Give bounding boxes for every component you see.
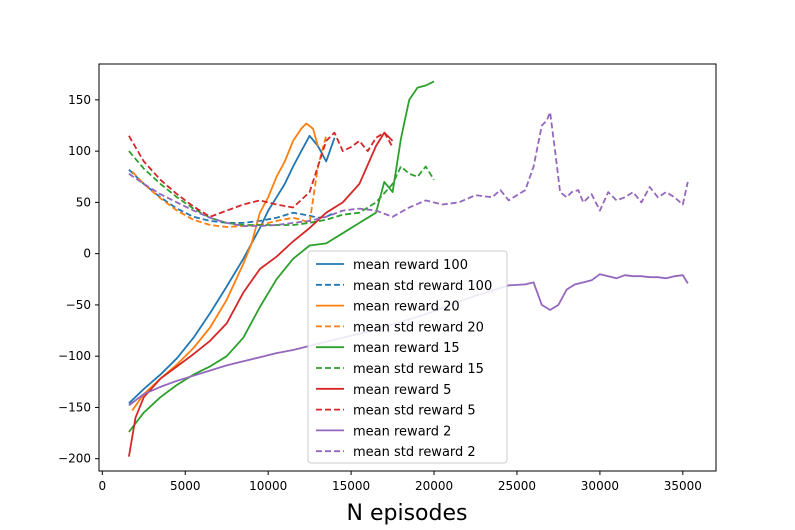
y-tick-label-6: 100	[68, 144, 91, 158]
series-line-1	[128, 168, 335, 224]
legend-label-6: mean reward 5	[353, 383, 451, 398]
x-tick-label-1: 5000	[170, 479, 201, 493]
series-line-2	[131, 122, 319, 412]
legend-label-0: mean reward 100	[353, 258, 468, 273]
legend-label-5: mean std reward 15	[353, 362, 484, 377]
x-tick-label-5: 25000	[498, 479, 536, 493]
series-line-9	[128, 111, 689, 227]
y-axis-ticks: −200 −150 −100 −50 0 50 100 150	[58, 93, 99, 466]
y-tick-label-2: −100	[58, 349, 91, 363]
legend-label-4: mean reward 15	[353, 341, 460, 356]
legend-label-1: mean std reward 100	[353, 279, 492, 294]
series-line-5	[128, 150, 435, 226]
legend-label-9: mean std reward 2	[353, 445, 476, 460]
y-tick-label-0: −200	[58, 452, 91, 466]
series-line-7	[128, 131, 394, 218]
x-tick-label-4: 20000	[415, 479, 453, 493]
legend-label-3: mean std reward 20	[353, 320, 484, 335]
legend-label-7: mean std reward 5	[353, 404, 476, 419]
x-tick-label-6: 30000	[581, 479, 619, 493]
x-tick-label-7: 35000	[664, 479, 702, 493]
x-tick-label-0: 0	[98, 479, 106, 493]
series-line-0	[128, 134, 336, 404]
y-tick-label-3: −50	[66, 298, 91, 312]
legend-label-8: mean reward 2	[353, 424, 451, 439]
y-tick-label-7: 150	[68, 93, 91, 107]
x-axis-title: N episodes	[347, 501, 468, 526]
y-tick-label-1: −150	[58, 400, 91, 414]
y-tick-label-4: 0	[83, 247, 91, 261]
x-axis-ticks: 0 5000 10000 15000 20000 25000 30000 35000	[98, 471, 702, 493]
series-line-6	[128, 131, 394, 457]
series-layer	[128, 80, 689, 457]
legend: mean reward 100 mean std reward 100 mean r…	[307, 250, 508, 464]
legend-box	[307, 250, 508, 464]
x-tick-label-2: 10000	[249, 479, 287, 493]
legend-label-2: mean reward 20	[353, 300, 460, 315]
x-tick-label-3: 15000	[332, 479, 370, 493]
y-tick-label-5: 50	[76, 195, 91, 209]
